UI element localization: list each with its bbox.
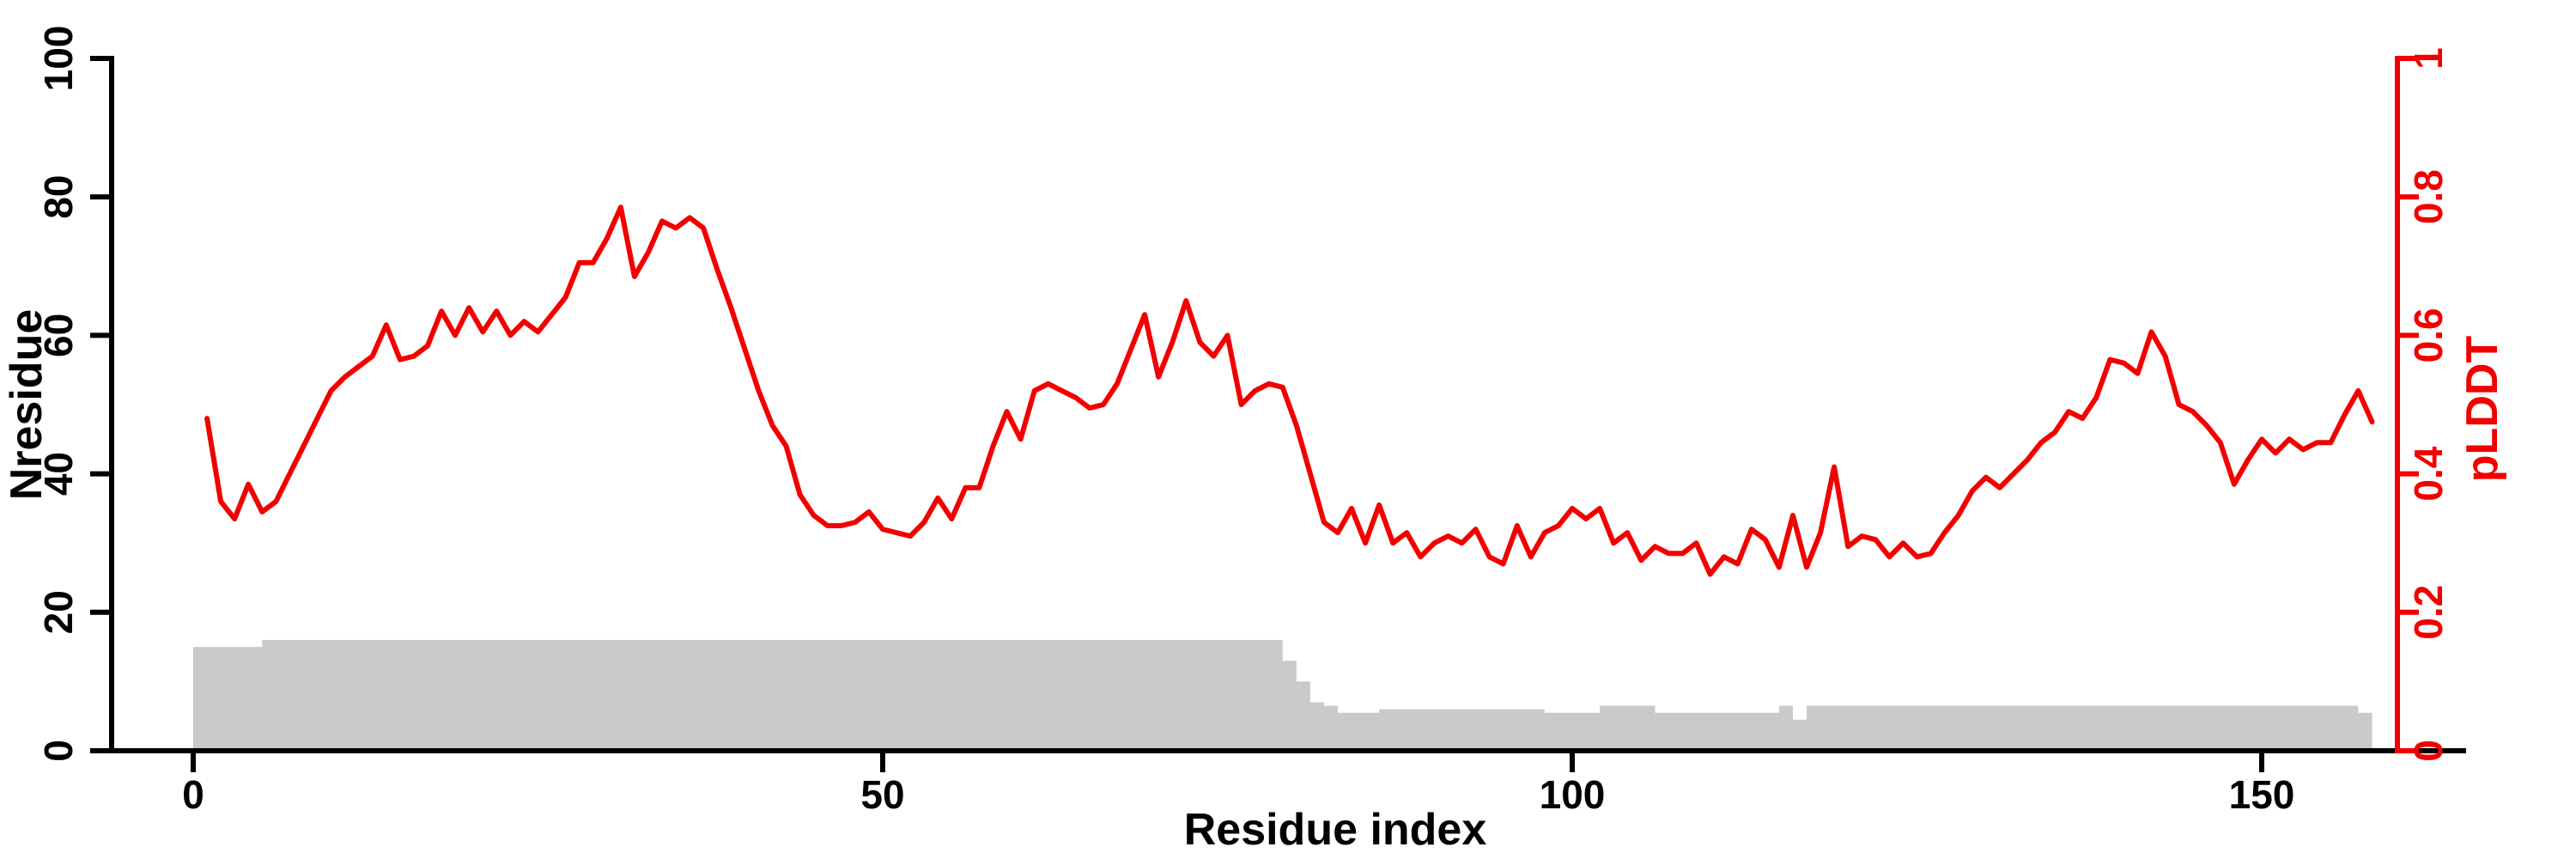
right-axis-ticks: 0 0.2 0.4 0.6 0.8 1	[2397, 47, 2451, 762]
left-tick-label: 100	[36, 26, 81, 92]
right-tick-label: 0.4	[2406, 446, 2451, 501]
x-tick-label: 150	[2229, 772, 2295, 817]
right-axis-title: pLDDT	[2458, 336, 2507, 483]
plddt-line	[204, 204, 2375, 577]
x-axis-title: Residue index	[1184, 805, 1487, 855]
right-tick-label: 0.8	[2406, 169, 2451, 224]
left-axis-ticks: 0 20 40 60 80 100	[36, 26, 112, 762]
left-tick-label: 80	[36, 175, 81, 219]
plddt-line-series	[204, 204, 2375, 577]
x-tick-label: 50	[860, 772, 904, 817]
nresidue-bars	[193, 640, 2372, 751]
left-tick-label: 60	[36, 314, 81, 357]
x-tick-label: 0	[182, 772, 204, 817]
x-axis-ticks: 0 50 100 150	[182, 751, 2294, 817]
right-tick-label: 0.6	[2406, 308, 2451, 362]
right-tick-label: 0.2	[2406, 585, 2451, 640]
left-tick-label: 40	[36, 452, 81, 496]
left-tick-label: 0	[36, 740, 81, 762]
right-tick-label: 0	[2406, 740, 2451, 762]
left-axis-title: Nresidue	[2, 309, 52, 501]
x-tick-label: 100	[1540, 772, 1606, 817]
left-tick-label: 20	[36, 590, 81, 634]
nresidue-bar-series	[193, 640, 2372, 751]
right-tick-label: 1	[2406, 47, 2451, 70]
